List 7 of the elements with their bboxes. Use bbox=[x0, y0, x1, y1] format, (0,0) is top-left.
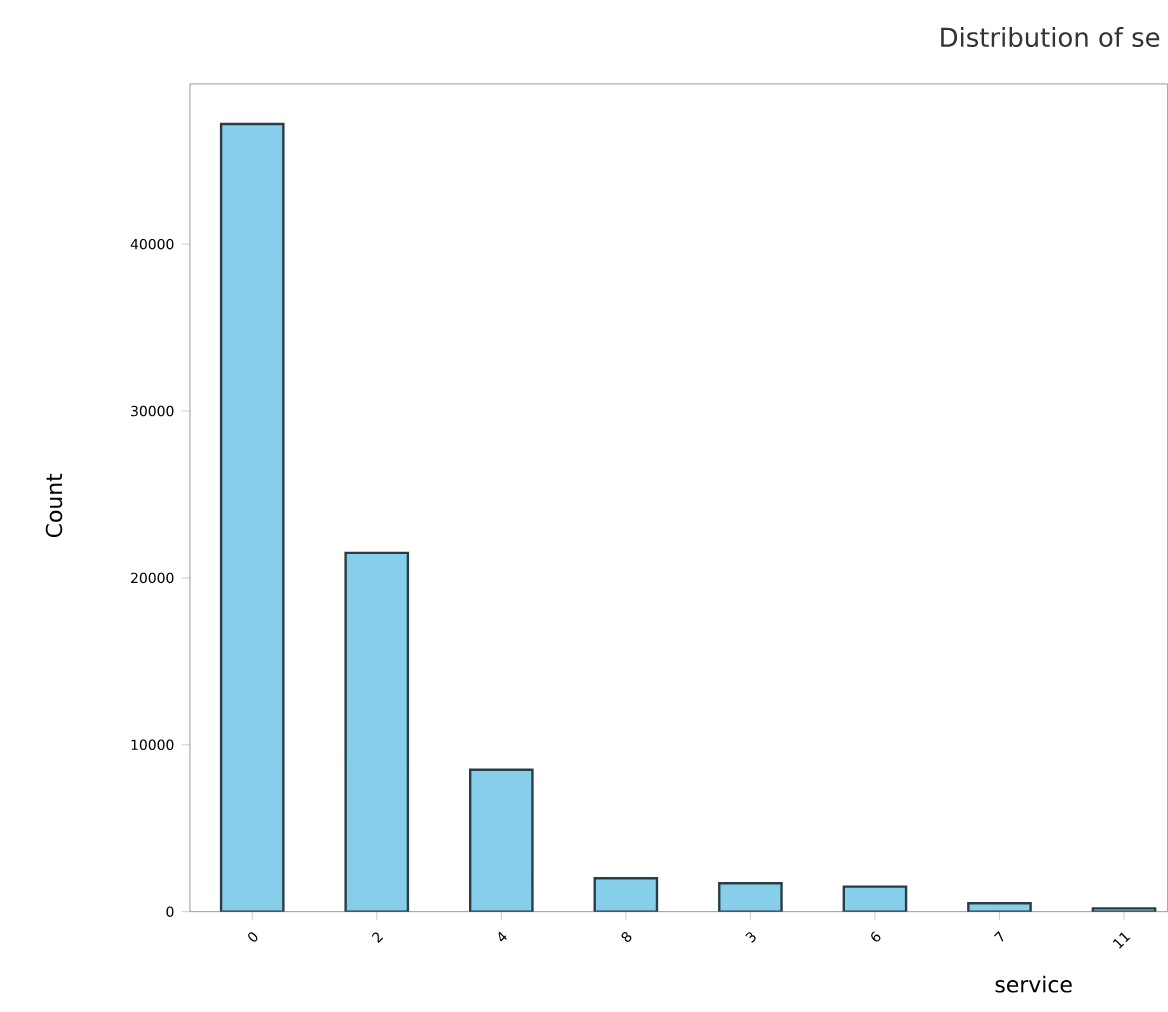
bar bbox=[593, 877, 659, 912]
bar bbox=[219, 122, 285, 912]
y-axis-title: Count bbox=[45, 473, 63, 538]
x-axis-title: service bbox=[995, 975, 1072, 993]
bar bbox=[468, 768, 534, 912]
chart-title: Distribution of se bbox=[941, 27, 1160, 48]
bar bbox=[344, 551, 410, 912]
